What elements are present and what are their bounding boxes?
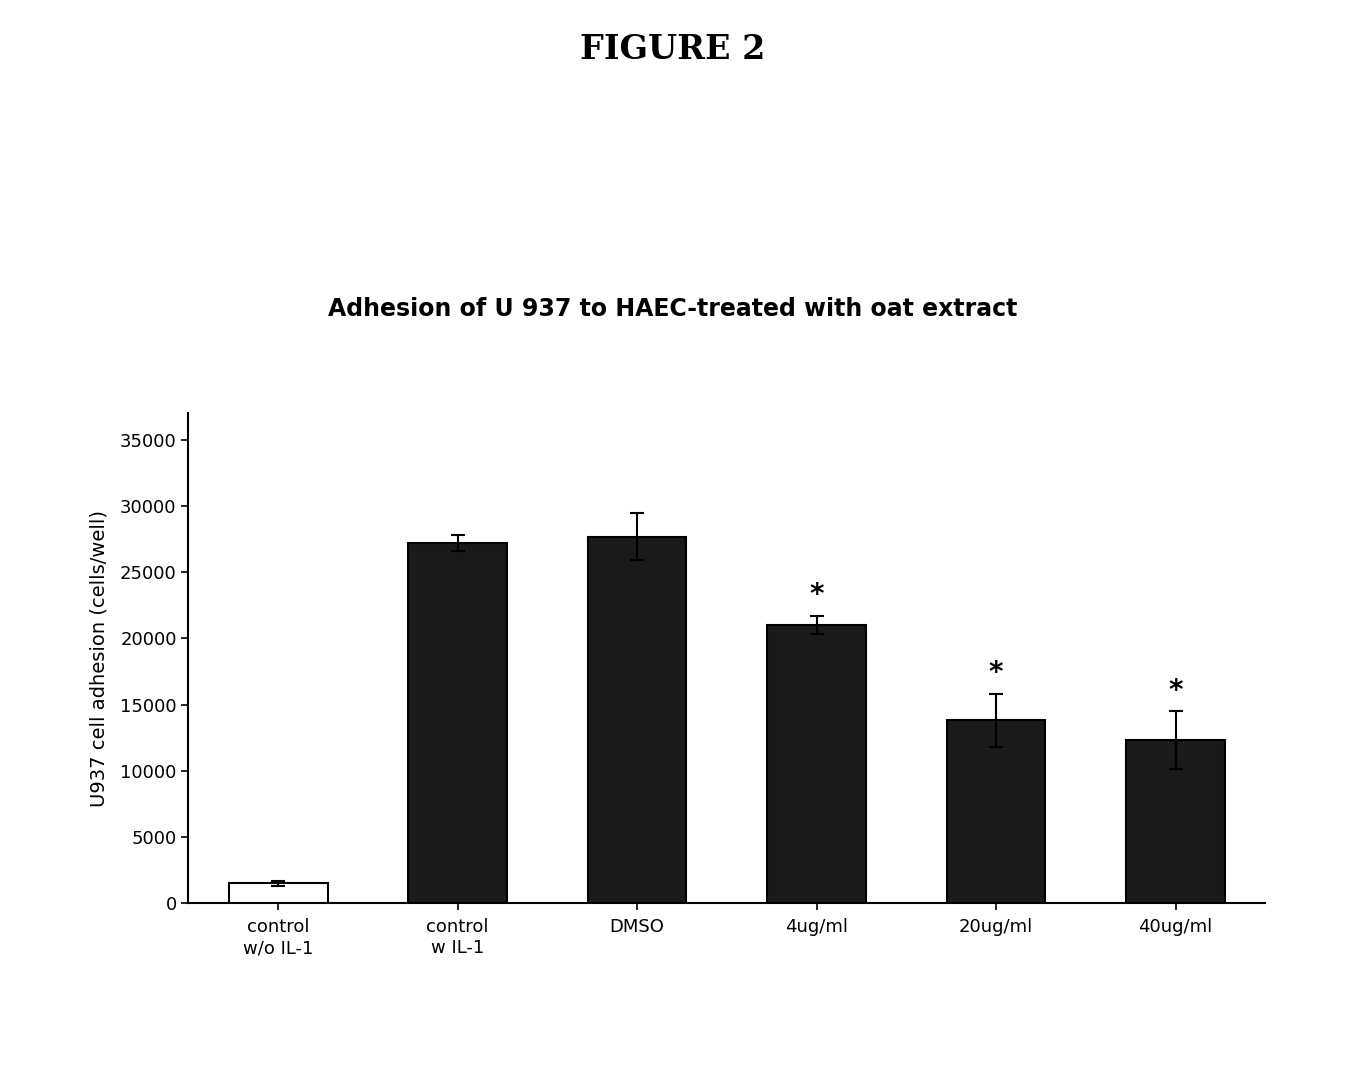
Bar bbox=[408, 543, 507, 903]
Text: FIGURE 2: FIGURE 2 bbox=[580, 33, 766, 65]
Bar bbox=[767, 626, 865, 903]
Bar bbox=[1127, 740, 1225, 903]
Y-axis label: U937 cell adhesion (cells/well): U937 cell adhesion (cells/well) bbox=[90, 510, 109, 806]
Text: Adhesion of U 937 to HAEC-treated with oat extract: Adhesion of U 937 to HAEC-treated with o… bbox=[328, 297, 1018, 321]
Bar bbox=[946, 720, 1046, 903]
Text: *: * bbox=[989, 659, 1003, 688]
Bar bbox=[588, 536, 686, 903]
Text: *: * bbox=[1168, 677, 1183, 705]
Bar bbox=[229, 883, 327, 903]
Text: *: * bbox=[809, 581, 824, 609]
